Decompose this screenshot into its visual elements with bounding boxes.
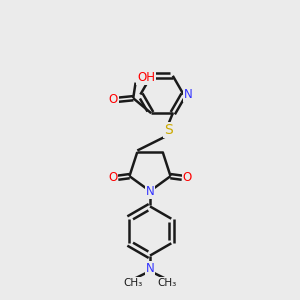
- Text: CH₃: CH₃: [123, 278, 142, 288]
- Text: N: N: [146, 262, 154, 275]
- Text: OH: OH: [137, 71, 155, 84]
- Text: N: N: [146, 185, 154, 198]
- Text: N: N: [184, 88, 193, 101]
- Text: O: O: [183, 171, 192, 184]
- Text: O: O: [109, 93, 118, 106]
- Text: O: O: [108, 171, 117, 184]
- Text: CH₃: CH₃: [158, 278, 177, 288]
- Text: S: S: [164, 123, 173, 137]
